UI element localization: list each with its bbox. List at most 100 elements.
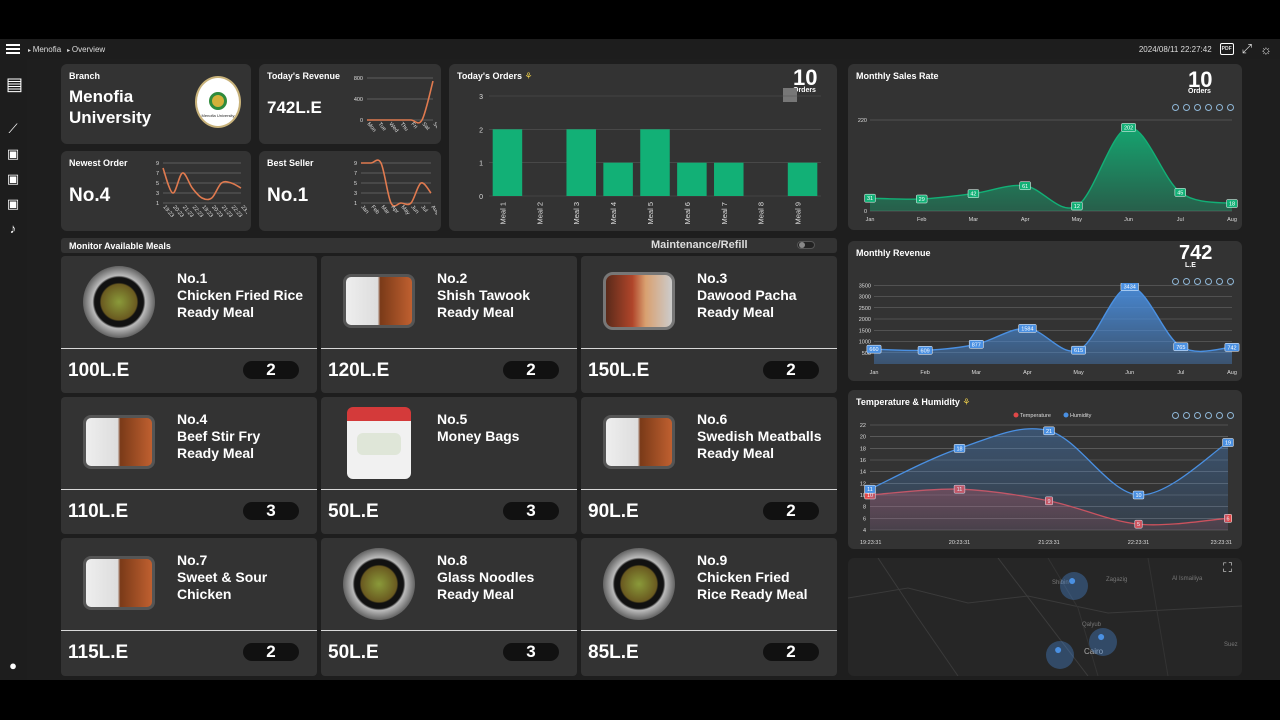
data-label: 615	[1074, 348, 1083, 354]
zoom-in-icon[interactable]	[1172, 412, 1179, 419]
pan-icon[interactable]	[1205, 412, 1212, 419]
y-tick-label: 7	[354, 171, 357, 177]
zoom-out-icon[interactable]	[1183, 278, 1190, 285]
meal-price: 50L.E	[328, 642, 379, 663]
map-marker[interactable]	[1089, 628, 1117, 656]
y-tick-label: 0	[864, 209, 867, 215]
user-icon[interactable]: ●	[9, 658, 17, 673]
x-tick-label: 22:23:31	[1128, 540, 1149, 546]
map-label: Shibin	[1052, 580, 1069, 586]
meal-card[interactable]: No.1 Chicken Fried Rice Ready Meal 100L.…	[61, 256, 317, 393]
y-tick-label: 500	[862, 351, 871, 357]
dashboard-icon[interactable]: ▣	[6, 196, 20, 211]
home-icon[interactable]	[1216, 412, 1223, 419]
legend-label: Humidity	[1070, 413, 1092, 419]
meal-image-filling	[357, 433, 401, 455]
y-tick-label: 1500	[859, 328, 871, 334]
x-tick-label: Aug	[1227, 370, 1237, 376]
scroll-handle[interactable]	[783, 88, 797, 102]
data-label-box	[866, 344, 882, 354]
menu-icon[interactable]	[1227, 278, 1234, 285]
y-tick-label: 2000	[859, 317, 871, 323]
data-label-box	[864, 484, 876, 494]
y-tick-label: 18	[860, 446, 866, 452]
zoom-out-icon[interactable]	[1183, 104, 1190, 111]
data-label-box	[864, 193, 876, 203]
area-fill	[874, 286, 1232, 364]
search-icon[interactable]	[1194, 412, 1201, 419]
menu-icon[interactable]	[1227, 104, 1234, 111]
dashboard-icon[interactable]: ▣	[6, 171, 20, 186]
meal-name-line: Dawood Pacha	[697, 287, 797, 303]
card-title: Today's Revenue	[267, 71, 340, 81]
best-seller-value: No.1	[267, 185, 309, 206]
map-pin-icon[interactable]: ●	[1054, 641, 1063, 657]
meal-card[interactable]: No.8 Glass Noodles Ready Meal 50L.E 3	[321, 538, 577, 676]
data-label-box	[916, 194, 928, 204]
search-icon[interactable]	[1194, 104, 1201, 111]
legend-label: Temperature	[1020, 413, 1051, 419]
meal-name: No.9 Chicken Fried Rice Ready Meal	[697, 552, 808, 603]
map-fullscreen-icon[interactable]: ⛶	[1223, 560, 1233, 575]
theme-toggle-icon[interactable]: ☼	[1260, 41, 1272, 57]
data-label: 742	[1227, 345, 1236, 351]
meal-name-line: Chicken Fried Rice	[177, 287, 304, 303]
pdf-export-icon[interactable]: PDF	[1219, 43, 1234, 55]
meal-quantity-badge: 2	[763, 361, 819, 379]
zoom-out-icon[interactable]	[1183, 412, 1190, 419]
breadcrumb-item[interactable]: Menofia	[28, 45, 61, 54]
x-tick-label: Apr	[389, 204, 399, 215]
menu-icon[interactable]	[6, 42, 20, 56]
maintenance-toggle[interactable]	[797, 241, 815, 249]
map-marker[interactable]	[1060, 572, 1088, 600]
meal-price: 120L.E	[328, 360, 390, 381]
chart-toolbar[interactable]	[1172, 412, 1234, 419]
meal-card[interactable]: No.4 Beef Stir Fry Ready Meal 110L.E 3	[61, 397, 317, 534]
y-tick-label: 3500	[859, 283, 871, 289]
meal-card[interactable]: No.2 Shish Tawook Ready Meal 120L.E 2	[321, 256, 577, 393]
pan-icon[interactable]	[1205, 278, 1212, 285]
zoom-in-icon[interactable]	[1172, 278, 1179, 285]
map-marker[interactable]	[1046, 641, 1074, 669]
x-tick-label: Sat	[420, 121, 430, 132]
vending-machine-icon[interactable]: ▤	[6, 74, 24, 94]
meal-card[interactable]: No.7 Sweet & Sour Chicken 115L.E 2	[61, 538, 317, 676]
home-icon[interactable]	[1216, 104, 1223, 111]
meal-image	[83, 415, 155, 469]
data-label: 609	[921, 348, 930, 354]
x-tick-label: May	[1072, 217, 1083, 223]
home-icon[interactable]	[1216, 278, 1223, 285]
legend-marker	[1013, 412, 1019, 418]
card-title: Today's Orders ⚘	[457, 71, 533, 82]
meal-name: No.4 Beef Stir Fry Ready Meal	[177, 411, 260, 462]
area-fill	[870, 127, 1232, 211]
meal-image	[603, 548, 675, 620]
meal-card[interactable]: No.6 Swedish Meatballs Ready Meal 90L.E …	[581, 397, 837, 534]
x-tick-label: Feb	[369, 204, 380, 215]
y-tick-label: 9	[354, 161, 357, 167]
meal-card[interactable]: No.5 Money Bags 50L.E 3	[321, 397, 577, 534]
search-icon[interactable]	[1194, 278, 1201, 285]
dashboard-icon[interactable]: ▣	[6, 146, 20, 161]
map-pin-icon[interactable]: ●	[1097, 628, 1106, 644]
x-tick-label: 20:23:31	[949, 540, 970, 546]
chart-icon[interactable]: ⟋	[8, 121, 18, 136]
breadcrumb-item[interactable]: Overview	[67, 45, 105, 54]
meal-card[interactable]: No.9 Chicken Fried Rice Ready Meal 85L.E…	[581, 538, 837, 676]
zoom-in-icon[interactable]	[1172, 104, 1179, 111]
map-label: Al Ismailiya	[1172, 576, 1203, 582]
pan-icon[interactable]	[1205, 104, 1212, 111]
meal-card[interactable]: No.3 Dawood Pacha Ready Meal 150L.E 2	[581, 256, 837, 393]
todays-revenue-card: Today's Revenue 742L.E 800 400 0 Mon Tue Wed T…	[259, 64, 441, 144]
divider	[581, 348, 837, 349]
chart-toolbar[interactable]	[1172, 104, 1234, 111]
meal-name-line: Glass Noodles	[437, 569, 535, 585]
data-label-box	[1132, 490, 1145, 500]
bell-icon[interactable]: ♪	[9, 221, 17, 236]
location-map[interactable]: Shibin Zagazig Al Ismailiya Qalyub Cairo…	[848, 558, 1242, 676]
chart-toolbar[interactable]	[1172, 278, 1234, 285]
fullscreen-icon[interactable]: ⤢	[1241, 41, 1253, 56]
y-tick-label: 4	[863, 528, 866, 534]
menu-icon[interactable]	[1227, 412, 1234, 419]
map-pin-icon[interactable]: ●	[1068, 572, 1077, 588]
